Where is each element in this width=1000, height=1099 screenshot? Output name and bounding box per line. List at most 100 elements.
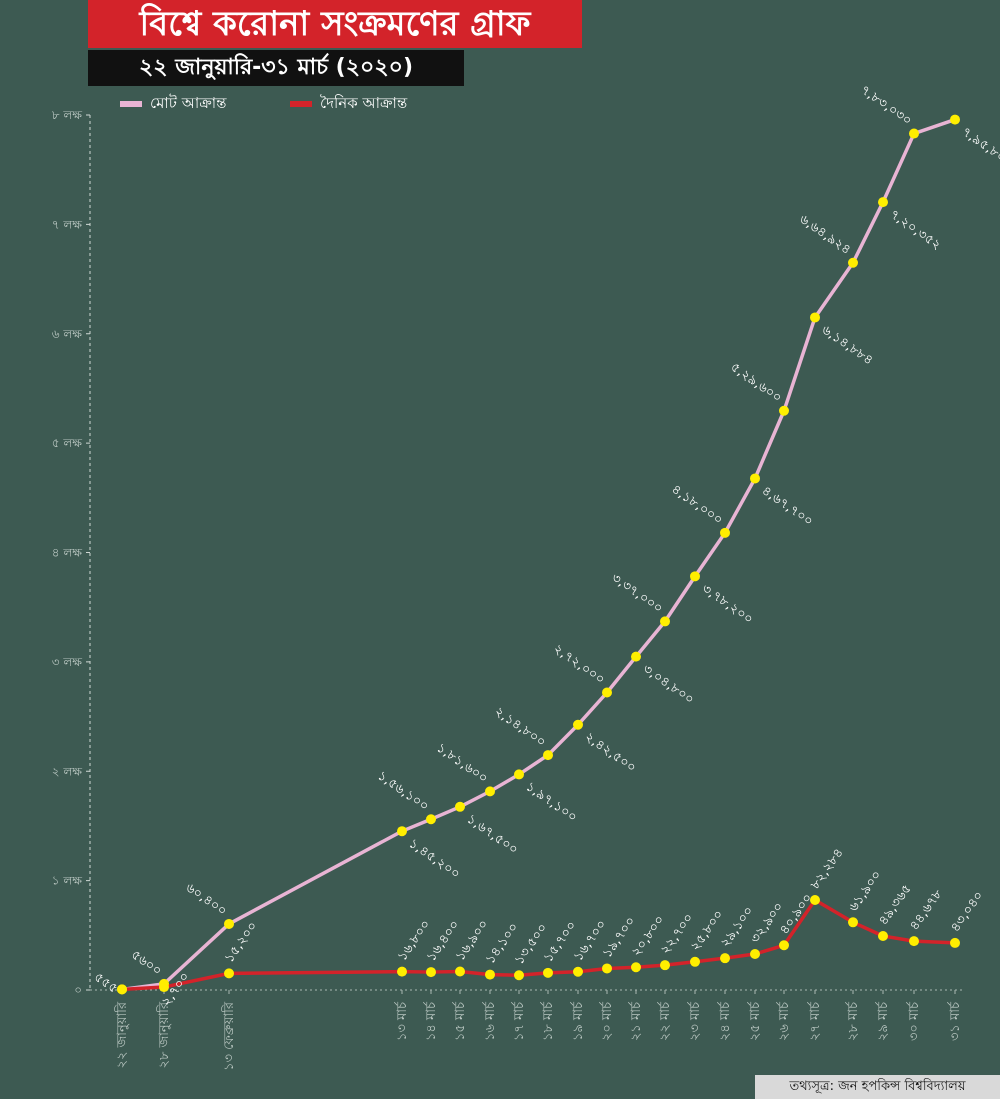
x-tick-label: ২৭ মার্চ [807,1001,823,1041]
total-data-label: ৫৫৫ [91,970,120,997]
daily-data-label: ১৬,৭০০ [571,917,610,964]
total-point [810,312,820,323]
daily-point [485,969,495,980]
total-data-label: ৫৬০০ [128,947,164,979]
daily-point [810,895,820,906]
legend-total: মোট আক্রান্ত [120,92,226,116]
daily-data-label: ৬১,৯০০ [846,868,885,915]
total-data-label: ১,৫৬,১০০ [374,768,431,814]
x-tick-label: ১৮ মার্চ [540,1001,556,1041]
daily-point [543,967,553,978]
total-data-label: ৪,৬৭,৭০০ [759,483,816,529]
total-data-label: ৭,২০,৩৫২ [887,207,944,253]
daily-point [779,940,789,951]
x-tick-label: ৩১ মার্চ [947,1001,963,1041]
legend-total-label: মোট আক্রান্ত [150,93,227,112]
y-tick-label: ৮ লক্ষ [52,108,83,122]
daily-data-label: ৪৪,৬৭৮ [907,886,946,933]
x-tick-label: ২৫ মার্চ [747,1001,763,1041]
total-point [909,128,919,139]
y-tick-label: ৪ লক্ষ [52,546,83,560]
y-tick-label: ০ [74,983,82,997]
legend-daily-label: দৈনিক আক্রান্ত [320,93,408,112]
daily-point [397,966,407,977]
total-data-label: ২,৭২,০০০ [550,642,607,688]
y-tick-label: ৭ লক্ষ [52,217,83,231]
daily-point [631,962,641,973]
x-tick-label: ৩০ মার্চ [906,1001,922,1041]
legend-daily-swatch [290,101,312,107]
total-data-label: ৩,৭৮,২০০ [699,581,756,627]
total-point [602,687,612,698]
y-tick-label: ৬ লক্ষ [52,327,83,341]
x-tick-label: ২৮ মার্চ [845,1001,861,1041]
x-tick-label: ২৩ মার্চ [687,1001,703,1041]
daily-point [573,966,583,977]
daily-data-label: ২২,৭০০ [658,911,697,958]
total-data-label: ৬,১৪,৮৮৪ [819,322,876,368]
x-tick-label: ২১ মার্চ [628,1001,644,1041]
x-tick-label: ২৯ মার্চ [875,1001,891,1041]
total-point [848,257,858,268]
total-data-label: ৩,০৪,৮০০ [640,662,697,708]
x-tick-label: ২৬ মার্চ [776,1001,792,1041]
daily-point [750,949,760,960]
y-tick-label: ১ লক্ষ [52,874,83,888]
chart-title: বিশ্বে করোনা সংক্রমণের গ্রাফ [88,0,582,48]
total-point [779,405,789,416]
total-data-label: ২,৪২,৫০০ [582,730,639,776]
daily-point [602,963,612,974]
daily-point [878,931,888,942]
y-tick-label: ৫ লক্ষ [52,436,83,450]
total-point [660,616,670,627]
daily-data-label: ২৫,৮০০ [688,907,727,954]
total-data-label: ৭,৮৩,০৩০ [857,83,914,129]
y-tick-label: ৩ লক্ষ [52,655,83,669]
total-data-label: ১,৯৭,১০০ [523,779,580,825]
total-cases-line [120,117,957,992]
x-tick-label: ২৮ জানুয়ারি [156,1001,172,1068]
daily-data-label: ৪০,৯০০ [777,891,816,938]
daily-point [426,967,436,978]
total-data-label: ১,৮১,৬০০ [433,741,490,787]
daily-point [660,960,670,971]
daily-point [690,956,700,967]
total-data-label: ৩,৩৭,০০০ [608,571,665,617]
x-tick-label: ১৬ মার্চ [482,1001,498,1041]
daily-point [909,936,919,947]
x-tick-label: ২০ মার্চ [599,1001,615,1041]
legend-daily: দৈনিক আক্রান্ত [290,92,407,116]
daily-data-label: ৪৩,০৪০ [948,889,987,936]
x-tick-label: ১৯ মার্চ [570,1001,586,1041]
total-point [720,527,730,538]
total-point [690,571,700,582]
source-note: তথ্যসূত্র: জন হপকিন্স বিশ্ববিদ্যালয় [755,1075,1000,1099]
total-point [514,769,524,780]
total-point [485,786,495,797]
x-tick-label: ১৩ ফেব্রুয়ারি [221,1001,237,1071]
daily-data-label: ২৯,১০০ [718,904,757,951]
total-point [224,918,234,929]
x-tick-label: ২২ জানুয়ারি [114,1001,130,1068]
y-tick-label: ২ লক্ষ [52,764,83,778]
x-tick-label: ১৩ মার্চ [394,1001,410,1041]
daily-point [159,982,169,993]
daily-point [514,970,524,981]
x-tick-label: ১৭ মার্চ [511,1001,527,1041]
total-point [426,814,436,825]
chart-subtitle: ২২ জানুয়ারি-৩১ মার্চ (২০২০) [88,50,464,86]
total-point [750,473,760,484]
total-data-label: ২,১৪,৮০০ [491,704,548,750]
total-data-label: ৭,৯৫,৮০০ [959,125,1000,171]
total-point [878,197,888,208]
x-tick-label: ১৫ মার্চ [452,1001,468,1041]
total-point [543,750,553,761]
total-point [573,719,583,730]
total-point [950,114,960,125]
daily-point [848,917,858,928]
total-data-label: ৬,৬৪,৯২৪ [796,212,853,258]
total-point [455,801,465,812]
total-data-label: ১,৬৭,৫০০ [464,812,521,858]
total-data-label: ৪,১৮,০০০ [668,482,725,528]
